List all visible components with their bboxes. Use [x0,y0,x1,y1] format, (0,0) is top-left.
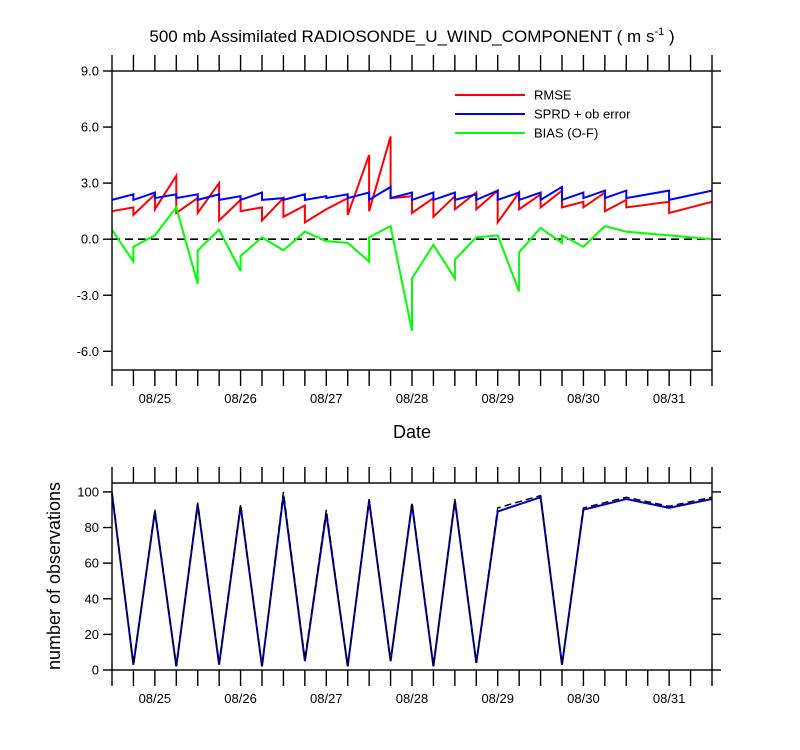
x-tick-label: 08/25 [139,691,172,706]
y-tick-label: 60 [85,556,99,571]
bottom-chart: 0 20 40 60 80 100 08/25 08/26 08/27 08/28 08/29 08/… [77,467,721,706]
y-tick-label: 3.0 [81,176,99,191]
x-tick-label: 08/29 [481,691,514,706]
x-tick-label: 08/28 [396,391,429,406]
series-line-0 [111,136,713,226]
series-line-1 [111,491,713,667]
y-tick-label: 20 [85,627,99,642]
x-tick-label: 08/26 [224,391,257,406]
y-tick-label: 80 [85,520,99,535]
chart-title-close: ) [664,27,674,46]
x-tick-label: 08/30 [567,691,600,706]
series-line-2 [111,205,713,332]
x-tick-label: 08/31 [653,391,686,406]
legend-label: RMSE [534,88,572,103]
x-tick-label: 08/28 [396,691,429,706]
x-tick-label: 08/31 [653,691,686,706]
x-tick-label: 08/26 [224,691,257,706]
y-axis-title-observations: number of observations [44,482,64,670]
y-tick-label: -6.0 [77,344,99,359]
y-tick-label: 0 [92,663,99,678]
x-tick-label: 08/27 [310,691,343,706]
y-tick-label: 100 [77,484,99,499]
legend-label: BIAS (O-F) [534,126,598,141]
chart-title-main: 500 mb Assimilated RADIOSONDE_U_WIND_COM… [149,27,654,46]
x-axis-title: Date [393,422,431,442]
y-tick-label: 40 [85,591,99,606]
y-tick-label: 6.0 [81,120,99,135]
y-tick-label: 0.0 [81,232,99,247]
x-tick-label: 08/25 [139,391,172,406]
x-tick-label: 08/27 [310,391,343,406]
legend-label: SPRD + ob error [534,107,631,122]
series-line-1 [111,185,713,202]
y-tick-label: -3.0 [77,288,99,303]
chart-title-superscript: -1 [654,26,664,38]
top-chart: -6.0 -3.0 0.0 3.0 6.0 9.0 08/25 08/26 08/27 08/28… [77,55,721,406]
chart-title: 500 mb Assimilated RADIOSONDE_U_WIND_COM… [149,26,674,46]
x-tick-label: 08/30 [567,391,600,406]
x-tick-label: 08/29 [481,391,514,406]
y-tick-label: 9.0 [81,64,99,79]
series-line-0 [111,493,713,667]
